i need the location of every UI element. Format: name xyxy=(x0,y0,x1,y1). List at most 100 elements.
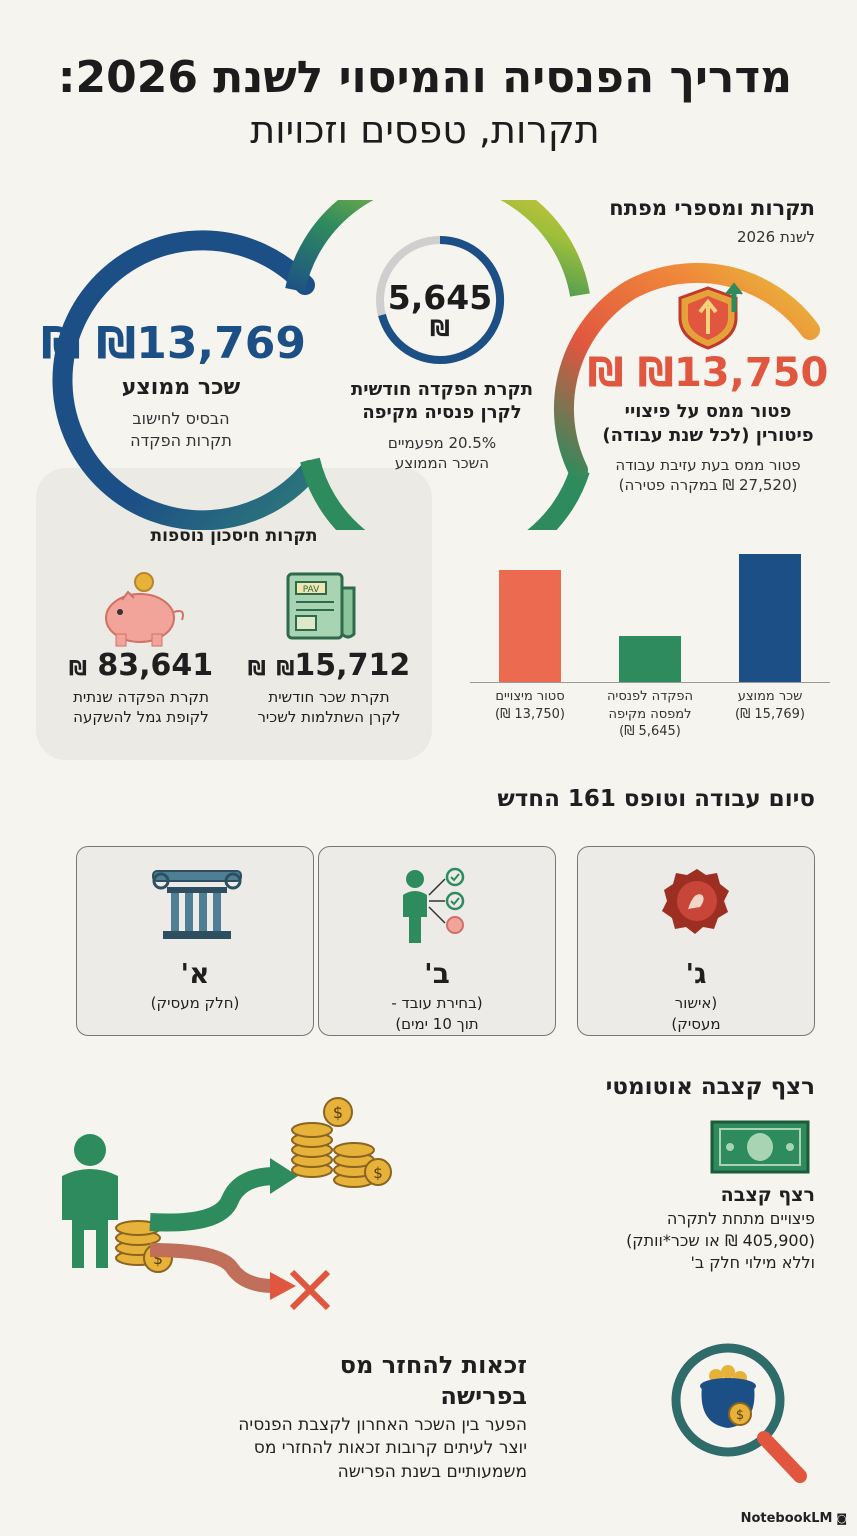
card-c-title: ג' xyxy=(685,957,707,990)
section-limits-subheading: לשנת 2026 xyxy=(737,228,815,246)
severance-block: ₪13,750 ₪ פטור ממס על פיצויי פיטורין (לכ… xyxy=(578,350,838,495)
person-checklist-icon xyxy=(403,867,465,943)
currency-symbol: ₪ xyxy=(96,318,137,369)
pension-amount-box: 5,645 ₪ xyxy=(370,278,510,342)
form-card-a: א' (חלק מעסיק) xyxy=(76,846,314,1036)
form-section-heading: סיום עבודה וטופס 161 החדש xyxy=(497,786,815,812)
avg-salary-amount: ₪13,769 ₪ xyxy=(41,318,306,369)
limits-bar-chart: שכר ממוצע (15,769 ₪) הפקדה לפנסיה למפסה מקי… xyxy=(470,500,830,750)
annuity-section-heading: רצף קצבה אוטומטי xyxy=(605,1074,815,1100)
person-icon xyxy=(62,1134,118,1268)
annuity-line-1: פיצויים מתחת לתקרה xyxy=(666,1209,815,1228)
annuity-line-3: וללא מילוי חלק ב' xyxy=(690,1253,815,1273)
page-subtitle: תקרות, טפסים וזכויות xyxy=(250,108,600,152)
chart-bar-label: סטור מיצויים (13,750 ₪) xyxy=(470,688,590,723)
chart-bar-label-line: שכר ממוצע xyxy=(737,689,803,704)
chart-bar-label-line: למפסה מקיפה xyxy=(608,706,692,722)
refund-text-block: הפער בין השכר האחרון לקצבת הפנסיה יוצר ל… xyxy=(238,1414,527,1484)
avg-salary-label: שכר ממוצע xyxy=(121,375,241,400)
annuity-illustration: $ $ $ xyxy=(62,1097,392,1311)
chart-bar-label-line: סטור מיצויים xyxy=(495,689,565,704)
document-icon: PAV xyxy=(286,572,356,640)
chart-bar xyxy=(739,554,801,682)
pension-label-1: תקרת הפקדה חודשית xyxy=(351,379,533,400)
chart-bar-label-line: (5,645 ₪) xyxy=(619,724,681,740)
refund-heading: זכאות להחזר מס בפרישה xyxy=(340,1350,527,1412)
currency-symbol: ₪ xyxy=(247,656,266,680)
provident-line-2: לקופת גמל להשקעה xyxy=(73,708,209,727)
avg-salary-desc-2: תקרות הפקדה xyxy=(130,430,232,450)
pension-deposit-block: תקרת הפקדה חודשית לקרן פנסיה מקיפה 20.5%… xyxy=(312,378,572,473)
form-card-b: ב' (בחירת עובד - תוך 10 ימים) xyxy=(318,846,556,1036)
avg-salary-desc-1: הבסיס לחישוב xyxy=(132,409,230,428)
study-fund-line-2: לקרן השתלמות לשכיר xyxy=(257,708,401,727)
chart-labels: שכר ממוצע (15,769 ₪) הפקדה לפנסיה למפסה מקי… xyxy=(470,688,830,748)
amount-value: 13,769 xyxy=(136,318,306,369)
chart-bar xyxy=(619,636,681,682)
svg-text:PAV: PAV xyxy=(303,585,320,595)
provident-line-1: תקרת הפקדה שנתית xyxy=(73,688,209,706)
currency-symbol: ₪ xyxy=(276,656,295,680)
provident-block: 83,641 ₪ תקרת הפקדה שנתית לקופת גמל להשק… xyxy=(56,648,226,728)
currency-symbol: ₪ xyxy=(68,656,87,680)
currency-symbol: ₪ xyxy=(430,317,450,342)
annuity-line-2: (405,900 ₪ או שכר*וותק) xyxy=(626,1231,815,1251)
chart-plot-area xyxy=(470,500,830,682)
chart-bar-label: שכר ממוצע (15,769 ₪) xyxy=(710,688,830,723)
page-title: מדריך הפנסיה והמיסוי לשנת 2026: xyxy=(57,52,793,103)
gold-coins-icon: $ $ xyxy=(291,1097,392,1188)
severance-amount: ₪13,750 ₪ xyxy=(578,350,838,396)
provident-amount: 83,641 ₪ xyxy=(56,648,226,683)
card-c-line-1: (אישור xyxy=(674,994,718,1012)
wax-seal-icon xyxy=(662,869,729,934)
brand-name: NotebookLM xyxy=(740,1511,833,1526)
banknote-icon xyxy=(710,1120,810,1174)
pension-label-2: לקרן פנסיה מקיפה xyxy=(362,402,522,424)
notebooklm-brand: ◙ NotebookLM xyxy=(741,1511,847,1526)
severance-desc-1: פטור ממס בעת עזיבת עבודה xyxy=(615,455,801,474)
form-card-c: ג' (אישור מעסיק) xyxy=(577,846,815,1036)
refund-line-1: הפער בין השכר האחרון לקצבת הפנסיה xyxy=(238,1415,527,1435)
swirl-rings-graphic xyxy=(52,200,820,530)
chart-bar-label-line: (13,750 ₪) xyxy=(495,706,565,722)
study-fund-block: ₪15,712 ₪ תקרת שכר חודשית לקרן השתלמות ל… xyxy=(236,648,422,728)
chart-bar-label: הפקדה לפנסיה למפסה מקיפה (5,645 ₪) xyxy=(590,688,710,741)
study-fund-line-1: תקרת שכר חודשית xyxy=(268,688,390,706)
refund-heading-line-1: זכאות להחזר מס xyxy=(339,1351,527,1379)
refund-line-3: משמעותיים בשנת הפרישה xyxy=(337,1461,527,1482)
chart-bar-label-line: הפקדה לפנסיה xyxy=(606,689,694,704)
brand-icon: ◙ xyxy=(832,1512,847,1525)
severance-desc-2: (27,520 ₪ במקרה פטירה) xyxy=(618,475,798,494)
card-a-title: א' xyxy=(180,957,210,990)
svg-text:$: $ xyxy=(736,1408,744,1423)
avg-salary-block: ₪13,769 ₪ שכר ממוצע הבסיס לחישוב תקרות ה… xyxy=(41,318,306,451)
svg-text:$: $ xyxy=(373,1164,383,1182)
refund-line-2: יוצר לעיתים קרובות זכאות להחזרי מס xyxy=(253,1438,527,1459)
pension-desc-1: 20.5% מפעמיים xyxy=(387,433,497,452)
card-b-line-2: תוך 10 ימים) xyxy=(395,1015,479,1033)
pension-deposit-amount: 5,645 xyxy=(387,278,493,317)
study-fund-amount: ₪15,712 ₪ xyxy=(236,648,422,683)
amount-value: 83,641 xyxy=(97,648,214,683)
pension-desc-2: השכר הממוצע xyxy=(394,454,490,473)
savings-heading: תקרות חיסכון נוספות xyxy=(150,526,318,546)
red-x-icon xyxy=(289,1269,331,1311)
annuity-text-block: רצף קצבה פיצויים מתחת לתקרה (405,900 ₪ א… xyxy=(626,1184,815,1274)
chart-bar xyxy=(499,570,561,682)
magnifier-pot-icon: $ xyxy=(671,1343,807,1483)
currency-symbol: ₪ xyxy=(587,350,624,396)
section-limits-heading: תקרות ומספרי מפתח xyxy=(609,196,815,220)
currency-symbol: ₪ xyxy=(637,350,674,396)
chart-baseline xyxy=(470,682,830,683)
chart-bar-label-line: (15,769 ₪) xyxy=(735,706,805,722)
currency-symbol: ₪ xyxy=(41,318,82,369)
severance-label-2: פיטורין (לכל שנת עבודה) xyxy=(602,425,814,447)
annuity-subheading: רצף קצבה xyxy=(720,1184,815,1206)
svg-text:$: $ xyxy=(153,1249,163,1268)
shield-arrow-icon xyxy=(678,282,743,350)
pillar-icon xyxy=(152,870,242,939)
card-a-line-1: (חלק מעסיק) xyxy=(150,994,240,1012)
amount-value: 13,750 xyxy=(673,350,829,396)
svg-text:$: $ xyxy=(333,1103,343,1122)
card-c-line-2: מעסיק) xyxy=(671,1015,721,1033)
